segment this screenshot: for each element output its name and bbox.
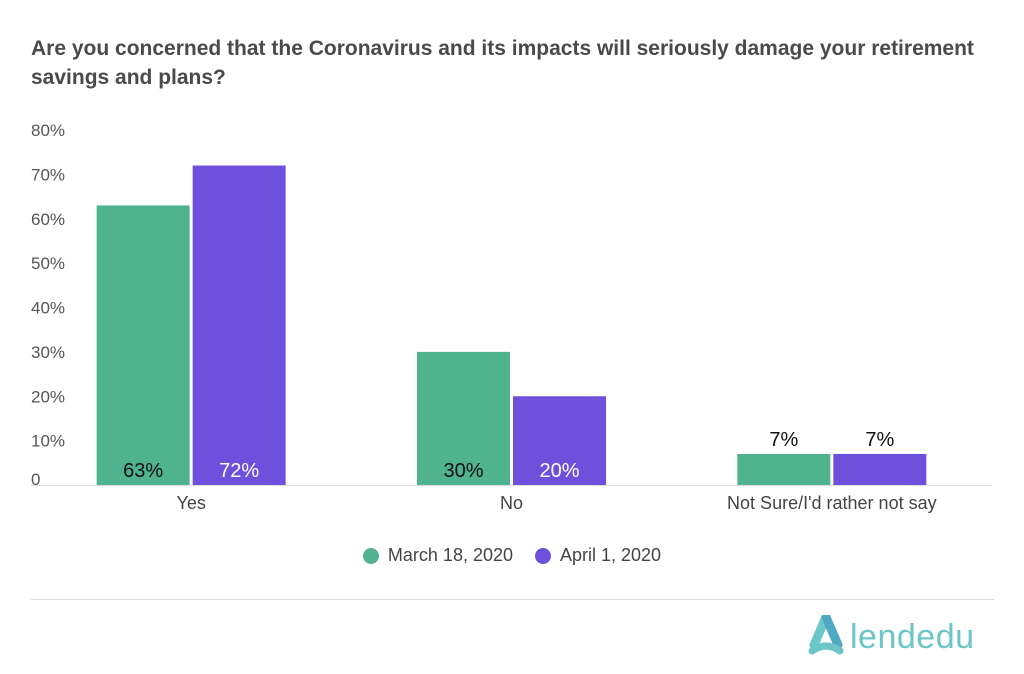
y-tick-label: 40% bbox=[31, 299, 65, 318]
bars: 63% 72% 30% 20% 7% 7% bbox=[96, 165, 927, 486]
y-tick-label: 70% bbox=[31, 165, 65, 184]
legend-item-march[interactable]: March 18, 2020 bbox=[362, 545, 513, 566]
data-label: 72% bbox=[219, 460, 259, 482]
y-tick-label: 0 bbox=[31, 470, 40, 489]
logo-text: lendedu bbox=[850, 617, 975, 656]
bar[interactable] bbox=[833, 453, 927, 485]
data-label: 20% bbox=[539, 460, 579, 482]
x-tick-label: Yes bbox=[176, 493, 205, 513]
bar-chart: 0 10% 20% 30% 40% 50% 60% 70% 80% 63% 72% 30% 20% 7%… bbox=[31, 121, 992, 513]
y-tick-label: 20% bbox=[31, 387, 65, 406]
y-tick-label: 10% bbox=[31, 432, 65, 451]
legend-label: April 1, 2020 bbox=[560, 545, 662, 565]
footer-divider bbox=[31, 599, 994, 600]
lendedu-logo[interactable]: lendedu bbox=[808, 612, 998, 662]
legend-item-april[interactable]: April 1, 2020 bbox=[535, 545, 661, 566]
y-tick-label: 80% bbox=[31, 121, 65, 140]
data-label: 7% bbox=[769, 429, 798, 451]
y-tick-label: 50% bbox=[31, 254, 65, 273]
x-axis: Yes No Not Sure/I'd rather not say bbox=[176, 493, 936, 513]
x-tick-label: No bbox=[500, 493, 523, 513]
y-axis: 0 10% 20% 30% 40% 50% 60% 70% 80% bbox=[31, 121, 992, 489]
x-tick-label: Not Sure/I'd rather not say bbox=[727, 493, 937, 513]
data-label: 7% bbox=[865, 429, 894, 451]
data-label: 30% bbox=[443, 460, 483, 482]
chart-title: Are you concerned that the Coronavirus a… bbox=[31, 37, 974, 89]
y-tick-label: 30% bbox=[31, 343, 65, 362]
y-tick-label: 60% bbox=[31, 210, 65, 229]
bar[interactable] bbox=[192, 165, 286, 486]
legend-label: March 18, 2020 bbox=[387, 545, 513, 565]
bar[interactable] bbox=[417, 351, 510, 485]
data-label: 63% bbox=[123, 460, 163, 482]
legend-swatch-icon bbox=[362, 547, 379, 564]
legend-swatch-icon bbox=[535, 547, 551, 564]
legend: March 18, 2020 April 1, 2020 bbox=[0, 545, 1024, 566]
bar[interactable] bbox=[513, 396, 606, 485]
bar[interactable] bbox=[96, 205, 190, 485]
lendedu-logo-icon bbox=[808, 615, 844, 655]
bar[interactable] bbox=[737, 453, 831, 485]
